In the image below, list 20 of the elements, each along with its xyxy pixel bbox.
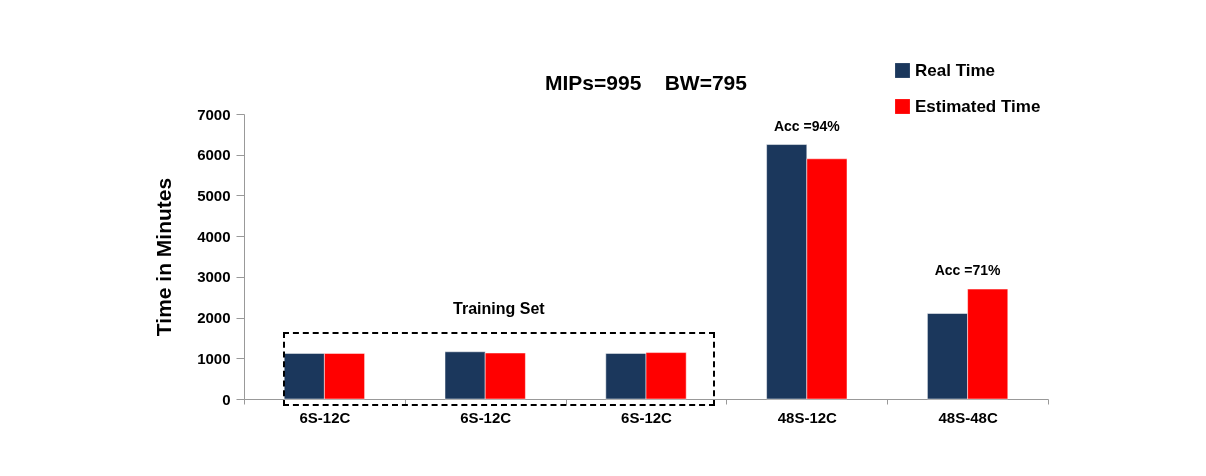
y-tick-label: 5000 <box>197 186 231 204</box>
y-tick-label: 6000 <box>197 146 231 164</box>
x-tick-label: 48S-48C <box>938 408 998 426</box>
y-tick-label: 2000 <box>197 309 231 327</box>
legend-label: Estimated Time <box>915 96 1041 116</box>
x-tick-label: 48S-12C <box>777 408 838 426</box>
y-tick-label: 4000 <box>197 227 231 245</box>
y-tick-label: 1000 <box>197 349 231 367</box>
x-tick-label: 6S-12C <box>460 408 512 426</box>
y-tick-label: 0 <box>222 390 231 408</box>
legend-label: Real Time <box>915 60 996 80</box>
x-tick-label: 6S-12C <box>621 408 673 426</box>
annotation: Acc =71% <box>934 262 1002 279</box>
y-tick-label: 3000 <box>197 268 231 286</box>
y-tick-label: 7000 <box>197 105 231 123</box>
y-axis-title: Time in Minutes <box>152 177 176 337</box>
annotation: Acc =94% <box>773 117 841 134</box>
chart-title: MIPs=995 BW=795 <box>545 71 748 94</box>
x-tick-label: 6S-12C <box>299 408 351 426</box>
annotation: Training Set <box>453 299 545 318</box>
